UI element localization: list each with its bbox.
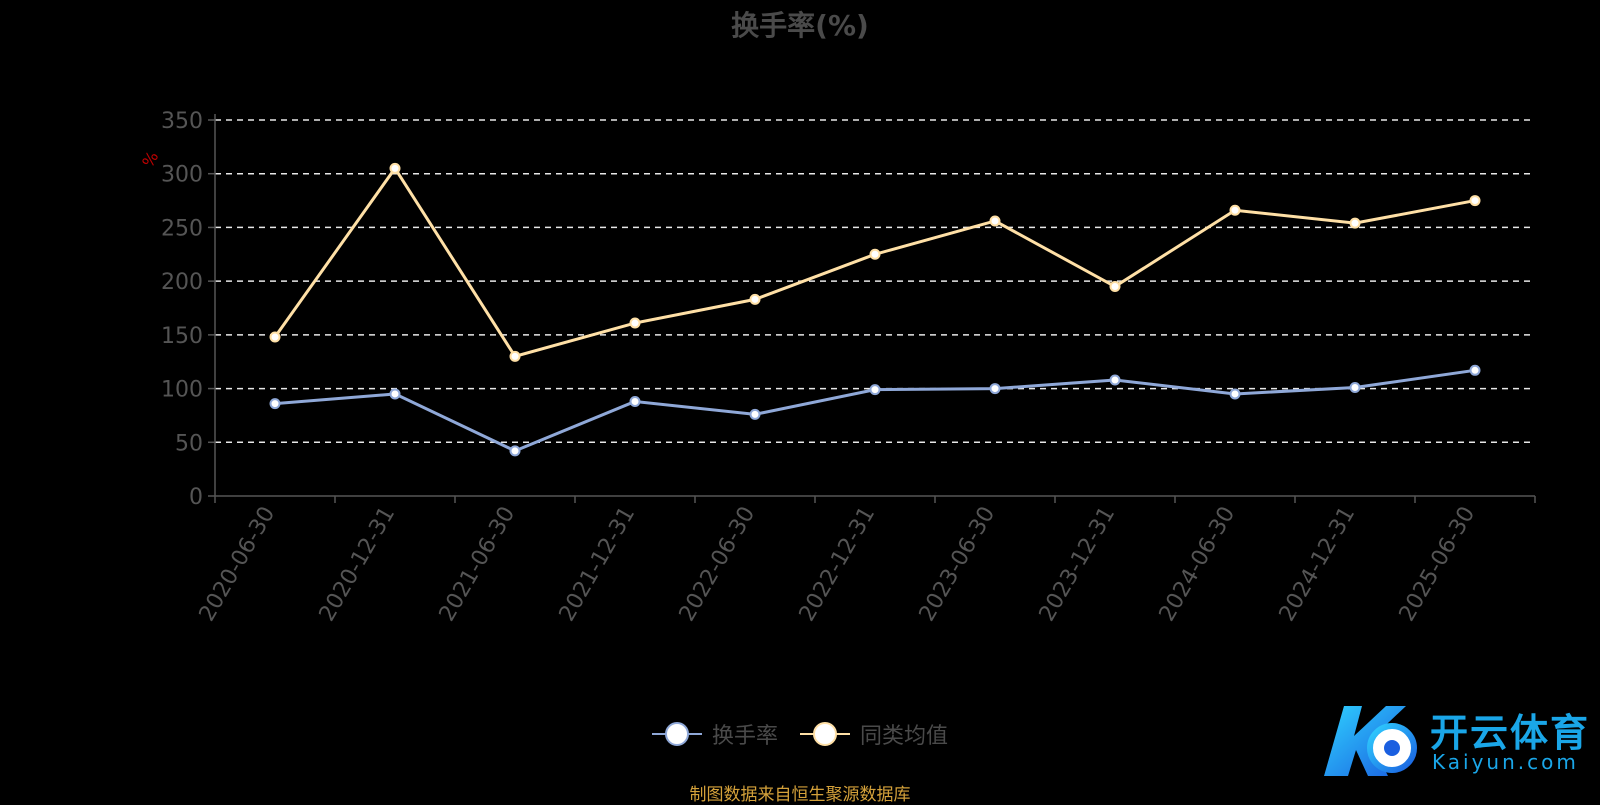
data-point xyxy=(1349,217,1361,229)
data-point xyxy=(869,248,881,260)
legend-item-turnover[interactable]: 换手率 xyxy=(651,718,778,750)
data-source-note: 制图数据来自恒生聚源数据库 xyxy=(689,785,911,805)
y-tick-label: 350 xyxy=(161,109,203,134)
legend: 换手率 同类均值 xyxy=(0,718,1600,750)
data-point xyxy=(1469,364,1481,376)
data-point xyxy=(1229,388,1241,400)
data-point xyxy=(749,408,761,420)
x-tick-label: 2025-06-30 xyxy=(1395,503,1481,626)
x-tick-label: 2020-12-31 xyxy=(315,503,401,626)
kaiyun-logo-icon xyxy=(1324,706,1417,776)
data-point xyxy=(509,445,521,457)
y-tick-label: 50 xyxy=(175,431,203,456)
data-point xyxy=(869,384,881,396)
data-point xyxy=(989,383,1001,395)
y-tick-label: 100 xyxy=(161,378,203,403)
series-peer-average xyxy=(269,162,1481,362)
x-tick-label: 2021-12-31 xyxy=(555,503,641,626)
data-point xyxy=(1469,195,1481,207)
y-tick-labels: 0 50 100 150 200 250 300 350 xyxy=(161,109,203,510)
data-point xyxy=(629,395,641,407)
legend-label-peer-average: 同类均值 xyxy=(860,724,949,749)
data-point xyxy=(389,162,401,174)
legend-marker-turnover xyxy=(651,722,702,746)
y-axis-label: % xyxy=(138,148,162,171)
x-tick-label: 2021-06-30 xyxy=(435,503,521,626)
legend-marker-peer-average xyxy=(800,722,850,746)
series-line xyxy=(273,165,1476,359)
series-line xyxy=(274,368,1476,453)
data-point xyxy=(1229,204,1241,216)
y-tick-label: 300 xyxy=(161,163,203,188)
x-tick-label: 2022-06-30 xyxy=(675,503,761,626)
y-tick-label: 150 xyxy=(161,324,203,349)
y-tick-label: 0 xyxy=(189,485,203,510)
line-chart: % 0 50 100 150 200 250 300 350 2020-06-30 2020-1… xyxy=(138,109,1536,626)
data-point xyxy=(389,388,401,400)
kaiyun-logo-subtext: Kaiyun.com xyxy=(1432,750,1579,774)
data-point xyxy=(269,331,281,343)
data-point xyxy=(1109,374,1121,386)
series-group xyxy=(269,162,1481,457)
data-point xyxy=(509,350,521,362)
data-point xyxy=(269,398,281,410)
x-tick-labels: 2020-06-30 2020-12-31 2021-06-30 2021-12-31… xyxy=(195,503,1481,626)
x-tick-label: 2023-12-31 xyxy=(1035,503,1121,626)
data-point xyxy=(1109,281,1121,293)
x-tick-label: 2022-12-31 xyxy=(795,503,881,626)
legend-label-turnover: 换手率 xyxy=(711,724,778,749)
data-point xyxy=(749,293,761,305)
x-tick-label: 2024-12-31 xyxy=(1275,503,1361,626)
data-point xyxy=(629,317,641,329)
data-point xyxy=(989,215,1001,227)
x-tick-label: 2024-06-30 xyxy=(1155,503,1241,626)
kaiyun-logo: 开云体育 Kaiyun.com xyxy=(1314,698,1594,780)
kaiyun-logo-text: 开云体育 xyxy=(1430,711,1591,755)
series-turnover xyxy=(269,364,1481,457)
y-tick-label: 200 xyxy=(161,270,203,295)
chart-title: 换手率(%) xyxy=(731,9,869,42)
x-tick-label: 2020-06-30 xyxy=(195,503,281,626)
y-tick-label: 250 xyxy=(161,216,203,241)
axes xyxy=(208,114,1536,503)
legend-item-peer-average[interactable]: 同类均值 xyxy=(800,718,948,750)
data-point xyxy=(1349,381,1361,393)
x-tick-label: 2023-06-30 xyxy=(915,503,1001,626)
